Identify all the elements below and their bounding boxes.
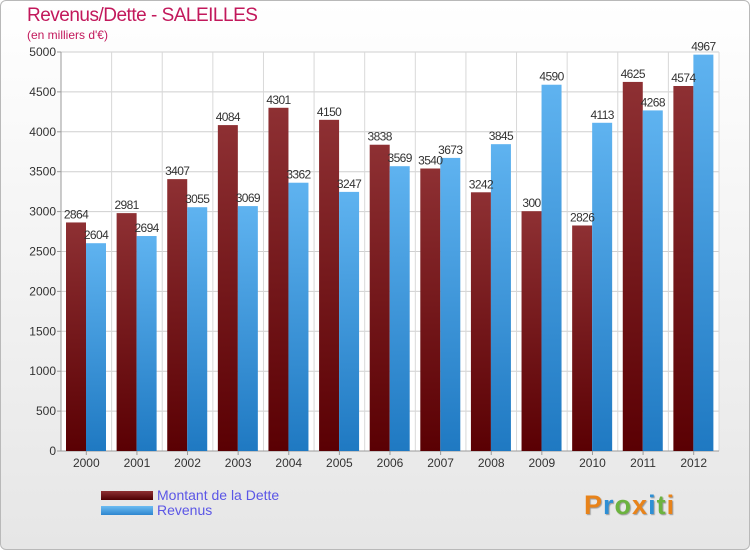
value-label-revenus: 4967 bbox=[691, 40, 716, 54]
value-label-revenus: 3247 bbox=[337, 177, 362, 191]
bar-dette bbox=[420, 168, 441, 451]
y-tick-label: 3500 bbox=[29, 165, 56, 179]
value-label-revenus: 3845 bbox=[489, 129, 514, 143]
bar-revenus bbox=[541, 84, 562, 451]
logo-letter: t bbox=[656, 490, 667, 520]
value-label-dette: 4574 bbox=[671, 71, 696, 85]
value-label-revenus: 3673 bbox=[438, 143, 463, 157]
x-tick-label: 2008 bbox=[478, 456, 505, 470]
bar-revenus bbox=[339, 191, 360, 451]
y-tick-label: 500 bbox=[36, 404, 56, 418]
x-tick-label: 2011 bbox=[630, 456, 656, 470]
y-tick-label: 2500 bbox=[29, 245, 56, 259]
x-tick-label: 2001 bbox=[124, 456, 151, 470]
x-tick-label: 2006 bbox=[377, 456, 404, 470]
bar-revenus bbox=[389, 166, 410, 452]
value-label-revenus: 2694 bbox=[134, 221, 159, 235]
value-label-dette: 3407 bbox=[165, 164, 190, 178]
chart-subtitle: (en milliers d'€) bbox=[27, 28, 108, 42]
x-tick-label: 2002 bbox=[174, 456, 201, 470]
logo-letter: x bbox=[632, 490, 649, 520]
y-tick-label: 1500 bbox=[29, 324, 56, 338]
value-label-revenus: 3055 bbox=[185, 192, 210, 206]
x-tick-label: 2003 bbox=[225, 456, 252, 470]
chart-title: Revenus/Dette - SALEILLES bbox=[27, 5, 258, 26]
bar-dette bbox=[217, 125, 238, 451]
y-tick-label: 2000 bbox=[29, 284, 56, 298]
value-label-revenus: 4113 bbox=[590, 108, 614, 122]
proxiti-logo: Proxiti bbox=[584, 490, 675, 521]
value-label-dette: 3838 bbox=[368, 130, 393, 144]
bar-revenus bbox=[592, 122, 613, 452]
bar-dette bbox=[673, 85, 694, 451]
value-label-revenus: 4590 bbox=[539, 70, 564, 84]
bar-dette bbox=[521, 211, 542, 451]
bar-revenus bbox=[237, 206, 258, 451]
value-label-dette: 300 bbox=[522, 196, 541, 210]
legend-item-revenus: Revenus bbox=[101, 502, 213, 518]
x-tick-label: 2000 bbox=[73, 456, 100, 470]
x-tick-label: 2007 bbox=[427, 456, 454, 470]
bar-revenus bbox=[440, 157, 461, 451]
value-label-revenus: 3569 bbox=[388, 151, 413, 165]
legend-swatch-dette bbox=[101, 490, 153, 500]
logo-letter: P bbox=[584, 490, 604, 520]
y-tick-label: 4000 bbox=[29, 125, 56, 139]
x-tick-label: 2009 bbox=[528, 456, 555, 470]
y-tick-label: 3000 bbox=[29, 205, 56, 219]
value-labels: 2864 2981 3407 4084 4301 4150 3838 3540 3242 300 2… bbox=[64, 40, 717, 243]
bar-dette bbox=[167, 179, 188, 451]
value-label-dette: 2981 bbox=[114, 198, 139, 212]
bar-revenus bbox=[86, 243, 106, 451]
bar-revenus bbox=[136, 236, 157, 451]
value-label-revenus: 3362 bbox=[286, 168, 311, 182]
bar-dette bbox=[319, 119, 340, 451]
x-tick-label: 2004 bbox=[275, 456, 302, 470]
value-label-dette: 4084 bbox=[216, 110, 241, 124]
bars bbox=[66, 54, 714, 452]
bar-dette bbox=[622, 81, 643, 452]
value-label-revenus: 2604 bbox=[84, 228, 109, 242]
bar-dette bbox=[268, 107, 289, 451]
value-label-dette: 4301 bbox=[266, 93, 291, 107]
logo-letter: o bbox=[614, 490, 633, 520]
y-tick-label: 0 bbox=[49, 444, 56, 458]
value-label-dette: 3540 bbox=[418, 154, 443, 168]
logo-letter: r bbox=[603, 490, 615, 520]
bar-revenus bbox=[187, 207, 208, 451]
bar-dette bbox=[66, 222, 86, 451]
logo-letter: i bbox=[666, 490, 676, 520]
legend-swatch-revenus bbox=[101, 505, 153, 515]
x-tick-label: 2010 bbox=[579, 456, 606, 470]
bar-dette bbox=[369, 144, 390, 451]
bar-revenus bbox=[490, 144, 511, 451]
logo-letter: i bbox=[648, 490, 657, 520]
value-label-dette: 3242 bbox=[469, 177, 494, 191]
bar-revenus bbox=[288, 182, 309, 451]
y-tick-label: 4500 bbox=[29, 85, 56, 99]
bar-revenus bbox=[642, 110, 663, 451]
value-label-dette: 4625 bbox=[621, 67, 646, 81]
axes: 0 500 1000 1500 2000 2500 3000 3500 4000 4500 5000… bbox=[29, 45, 719, 470]
value-label-revenus: 3069 bbox=[236, 191, 261, 205]
y-tick-label: 5000 bbox=[29, 45, 56, 59]
bar-dette bbox=[470, 192, 491, 452]
legend-label-revenus: Revenus bbox=[157, 502, 213, 518]
legend-item-dette: Montant de la Dette bbox=[101, 487, 280, 503]
bar-dette bbox=[116, 213, 137, 451]
value-label-dette: 2826 bbox=[570, 210, 595, 224]
x-tick-label: 2005 bbox=[326, 456, 353, 470]
y-tick-label: 1000 bbox=[29, 364, 56, 378]
legend-label-dette: Montant de la Dette bbox=[157, 487, 280, 503]
bar-dette bbox=[572, 225, 593, 451]
x-tick-label: 2012 bbox=[680, 456, 707, 470]
value-label-dette: 2864 bbox=[64, 207, 89, 221]
value-label-revenus: 4268 bbox=[641, 95, 666, 109]
value-label-dette: 4150 bbox=[317, 105, 342, 119]
bar-revenus bbox=[693, 54, 714, 452]
